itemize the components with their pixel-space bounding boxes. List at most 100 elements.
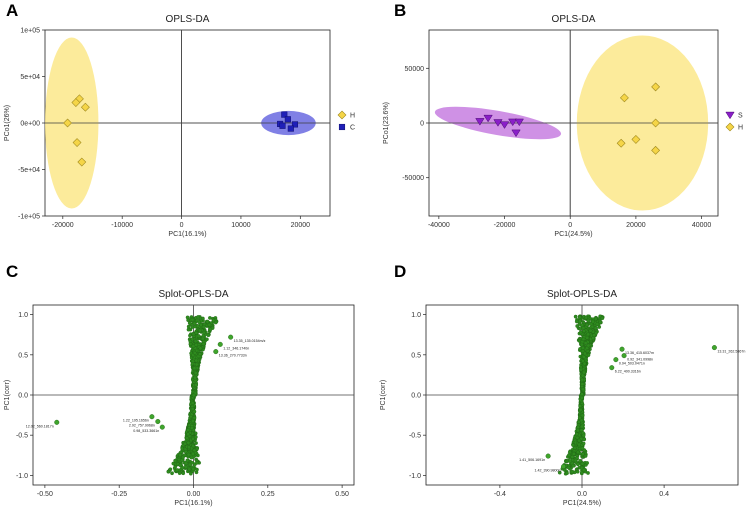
- splot-point: [194, 441, 198, 445]
- point-h: [77, 157, 87, 167]
- legend-marker-h: [337, 110, 347, 120]
- y-tick-label: -1.0: [16, 473, 28, 480]
- highlight-point: [159, 424, 165, 430]
- splot-point: [578, 458, 583, 463]
- splot-point: [191, 418, 195, 423]
- splot-point: [579, 367, 583, 372]
- splot-point: [211, 318, 216, 323]
- splot-point: [208, 316, 212, 320]
- splot-point: [185, 458, 190, 463]
- point-s: [493, 119, 503, 127]
- splot-point: [580, 424, 584, 429]
- highlight-label: 13.31_262.5867n: [717, 350, 745, 354]
- x-tick-label: 0.4: [659, 491, 669, 498]
- splot-point: [586, 343, 591, 348]
- splot-point: [580, 382, 585, 387]
- x-tick-label: 0.00: [187, 491, 201, 498]
- splot-point: [580, 446, 585, 451]
- splot-point: [190, 426, 194, 430]
- splot-point: [186, 324, 191, 329]
- highlight-label: 0.94_503.0471n: [619, 362, 645, 366]
- splot-point: [573, 314, 578, 319]
- x-axis-label: PC1(16.1%): [168, 231, 206, 238]
- y-axis-label: PCo1(26%): [4, 105, 11, 141]
- splot-point: [205, 319, 210, 324]
- splot-point: [191, 467, 196, 471]
- point-h: [80, 102, 90, 112]
- highlight-point: [609, 365, 615, 371]
- splot-point: [185, 436, 189, 440]
- splot-point: [205, 337, 209, 342]
- y-tick-label: 0.5: [18, 352, 28, 359]
- splot-point: [578, 327, 583, 331]
- highlight-label: 13.35_135.0154m/z: [234, 339, 266, 343]
- x-tick-label: 0: [568, 222, 572, 229]
- point-h: [651, 118, 661, 128]
- splot-point: [187, 321, 192, 325]
- splot-point: [573, 458, 578, 463]
- splot-point: [180, 465, 185, 470]
- splot-point: [575, 428, 580, 433]
- splot-chart-d: Splot-OPLS-DA -0.4 0.0 0.4 1.0 0.5 0.0 -0.5 -1.0…: [380, 289, 745, 507]
- point-c: [281, 111, 288, 118]
- point-h: [63, 118, 72, 128]
- splot-point: [193, 339, 198, 344]
- y-tick-label: -1.0: [409, 473, 421, 480]
- splot-point: [166, 469, 171, 474]
- splot-point: [201, 342, 206, 346]
- splot-point: [191, 436, 195, 441]
- splot-point: [196, 315, 201, 319]
- splot-point: [183, 441, 187, 446]
- highlight-label: 1.42_390.9800n: [535, 469, 561, 473]
- splot-point: [213, 320, 218, 325]
- splot-point: [585, 461, 589, 465]
- highlight-point: [621, 353, 627, 359]
- splot-point: [194, 383, 198, 387]
- splot-point: [571, 443, 576, 448]
- x-tick-label: 20000: [626, 222, 646, 229]
- highlight-point: [149, 414, 155, 420]
- x-tick-label: 20000: [291, 222, 311, 229]
- point-h: [651, 82, 661, 92]
- splot-point: [208, 327, 213, 332]
- y-tick-label: 1e+05: [20, 28, 40, 35]
- panel-b: B OPLS-DA -40000 -20000 0 20000 40000 50000 0 -5…: [376, 0, 753, 250]
- point-s: [483, 114, 493, 123]
- splot-point: [187, 467, 192, 472]
- splot-point: [593, 326, 598, 331]
- splot-point: [581, 387, 585, 392]
- splot-point: [184, 465, 188, 470]
- y-axis-label: PCo1(23.6%): [383, 102, 390, 144]
- point-h: [619, 93, 629, 103]
- splot-point: [581, 355, 586, 359]
- splot-point: [576, 425, 580, 430]
- splot-point: [195, 460, 199, 465]
- x-tick-label: -20000: [52, 222, 74, 229]
- splot-point: [194, 358, 199, 363]
- x-tick-label: -0.50: [37, 491, 53, 498]
- x-tick-label: -0.25: [111, 491, 127, 498]
- splot-point: [192, 366, 197, 371]
- splot-point: [580, 377, 585, 382]
- splot-point: [197, 320, 202, 325]
- highlight-label: 1.22_195.1656n: [123, 419, 149, 423]
- splot-point: [192, 351, 197, 355]
- splot-point: [195, 467, 199, 472]
- y-tick-label: 1.0: [18, 312, 28, 319]
- point-c: [291, 121, 299, 128]
- legend-marker-s: [725, 111, 735, 120]
- splot-point: [575, 469, 580, 474]
- y-axis-label: PC1(corr): [4, 380, 11, 410]
- splot-point: [207, 322, 212, 327]
- splot-point: [580, 452, 585, 456]
- chart-title: Splot-OPLS-DA: [547, 289, 617, 300]
- splot-point: [198, 328, 202, 333]
- x-tick-label: -0.4: [494, 491, 506, 498]
- splot-point: [191, 451, 195, 456]
- y-tick-label: 0e+00: [20, 121, 40, 128]
- highlight-point: [613, 357, 619, 363]
- point-c: [284, 116, 291, 123]
- splot-point: [582, 361, 587, 366]
- panel-d: D Splot-OPLS-DA -0.4 0.0 0.4 1.0 0.5 0.0 -0.5 -1…: [376, 256, 753, 512]
- point-h: [651, 145, 661, 155]
